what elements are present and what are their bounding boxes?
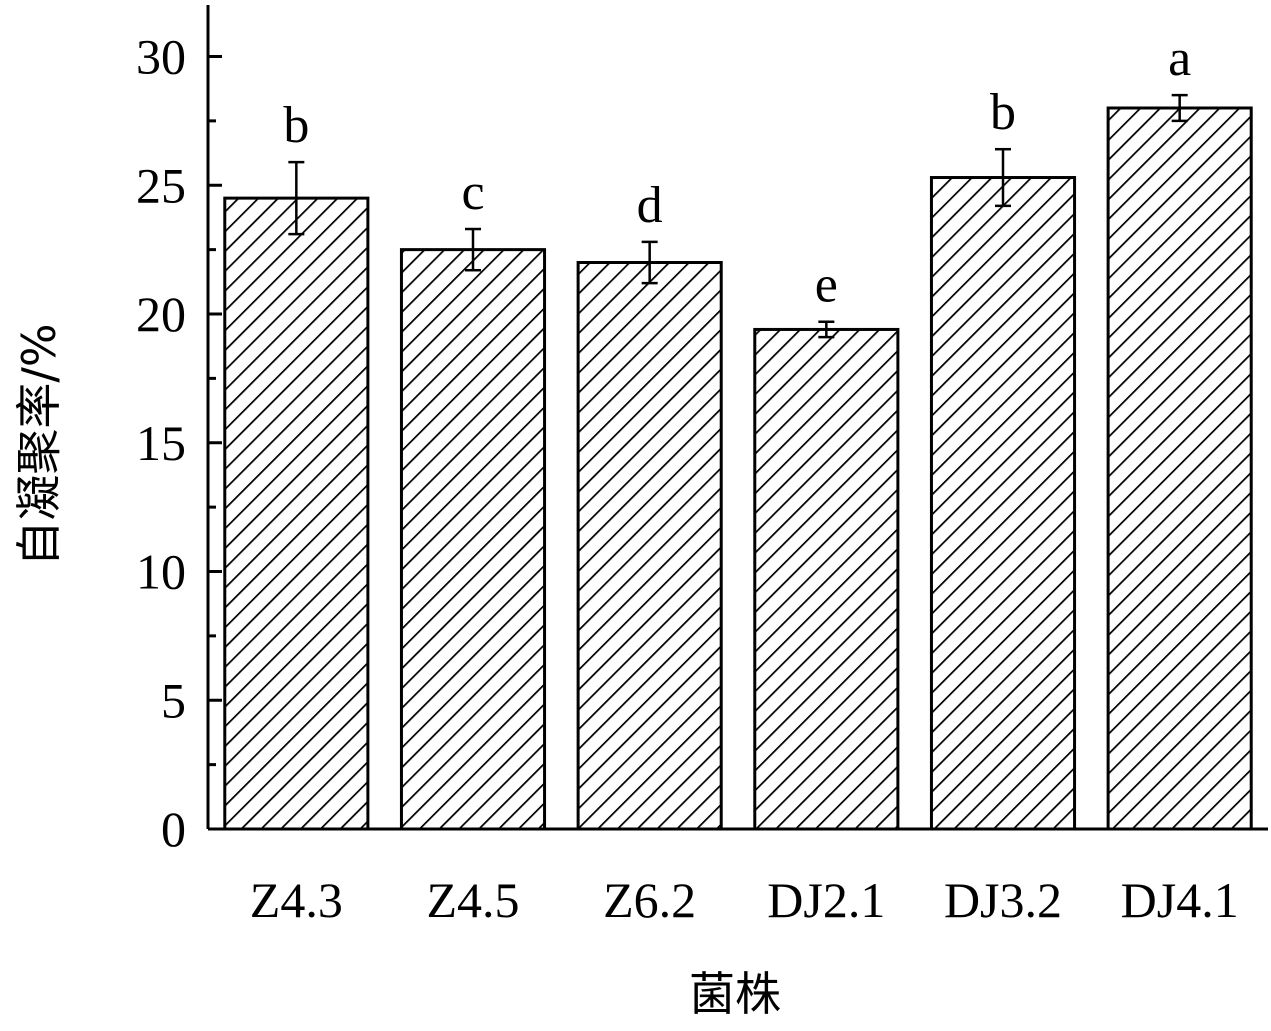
bar-Z4.3: [223, 196, 370, 831]
x-tick-label-Z4.3: Z4.3: [250, 872, 343, 928]
y-tick-label-25: 25: [136, 157, 186, 213]
significance-label-DJ3.2: b: [990, 84, 1016, 141]
bar-DJ3.2: [929, 176, 1077, 831]
bar-Z4.5: [399, 248, 547, 831]
y-tick-label-30: 30: [136, 29, 186, 85]
x-tick-label-DJ3.2: DJ3.2: [944, 872, 1062, 928]
significance-label-DJ2.1: e: [815, 257, 838, 314]
x-tick-label-DJ2.1: DJ2.1: [767, 872, 885, 928]
bar-DJ4.1: [1106, 106, 1253, 831]
y-tick-label-0: 0: [161, 801, 186, 857]
bar-Z6.2: [576, 261, 723, 831]
plot-area: 0 5 10 15 20 25 30 b Z4.3 c Z4.5 d Z6.2 e DJ2.1 b DJ3.2 a…: [136, 5, 1268, 928]
significance-label-Z4.3: b: [283, 97, 309, 154]
y-tick-label-10: 10: [136, 544, 186, 600]
significance-label-DJ4.1: a: [1168, 30, 1191, 87]
significance-label-Z4.5: c: [461, 164, 484, 221]
bar-DJ2.1: [753, 327, 900, 831]
y-axis-title: 自凝聚率/%: [12, 323, 66, 566]
y-tick-label-20: 20: [136, 286, 186, 342]
x-tick-label-DJ4.1: DJ4.1: [1121, 872, 1239, 928]
y-tick-label-15: 15: [136, 415, 186, 471]
x-tick-label-Z6.2: Z6.2: [603, 872, 696, 928]
significance-label-Z6.2: d: [637, 177, 663, 234]
x-axis-title: 菌株: [689, 967, 781, 1021]
y-tick-label-5: 5: [161, 672, 186, 728]
x-tick-label-Z4.5: Z4.5: [426, 872, 519, 928]
